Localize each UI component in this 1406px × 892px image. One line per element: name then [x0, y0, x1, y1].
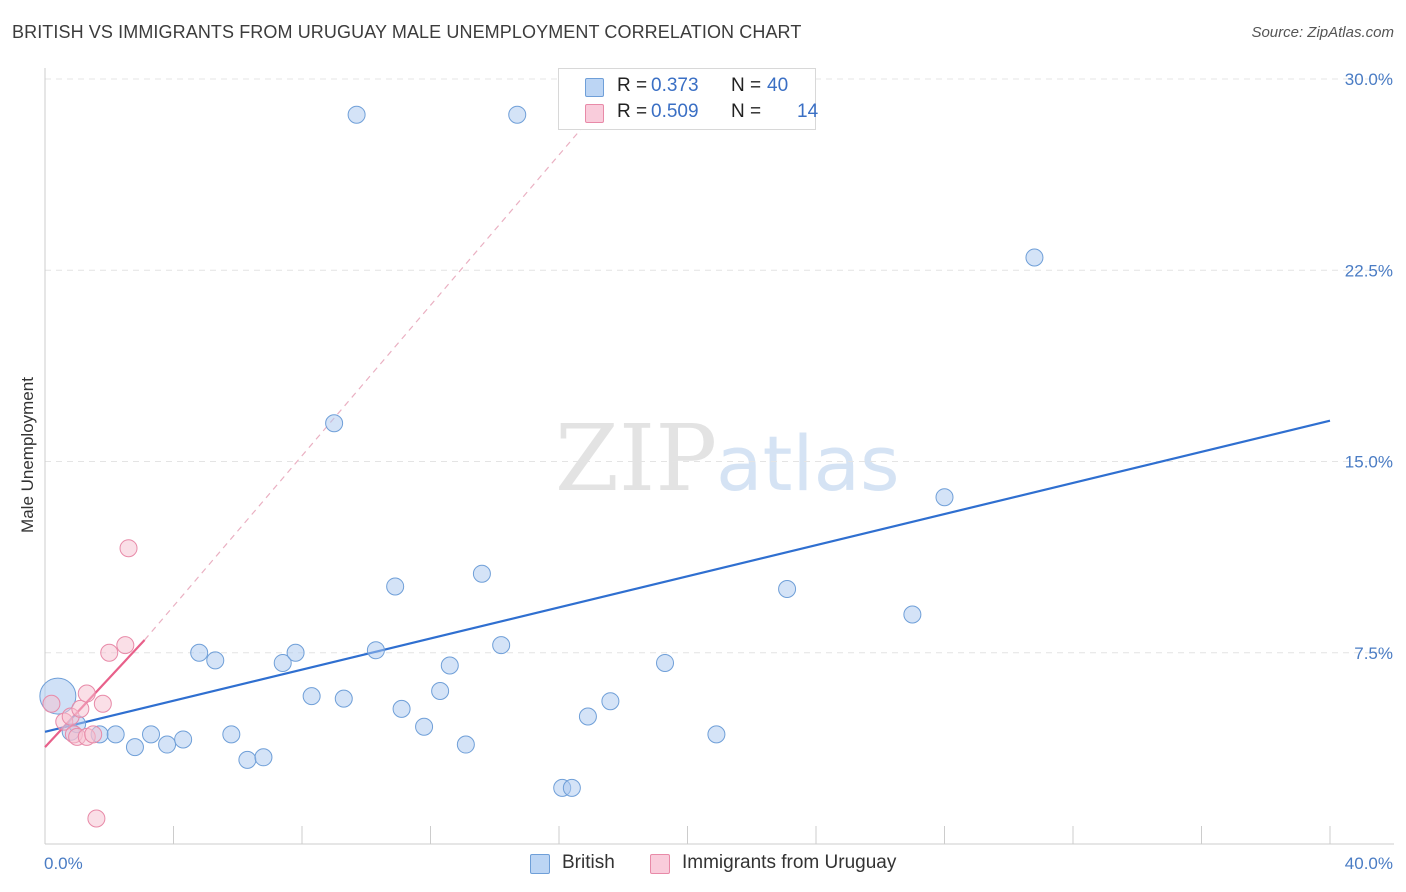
- british-point: [286, 643, 305, 662]
- uruguay-r-value: 0.509: [651, 101, 699, 122]
- uruguay-point: [84, 725, 103, 744]
- british-point: [206, 651, 225, 670]
- r-label: R =: [617, 75, 648, 96]
- british-point: [903, 605, 922, 624]
- british-point: [656, 653, 675, 672]
- british-point: [325, 414, 344, 433]
- y-tick-label: 15.0%: [1345, 453, 1393, 472]
- british-point: [508, 105, 527, 124]
- uruguay-swatch: [585, 104, 604, 123]
- uruguay-legend-swatch: [650, 854, 670, 874]
- british-swatch: [585, 78, 604, 97]
- british-point: [778, 580, 797, 598]
- uruguay-n-value: 14: [797, 101, 819, 122]
- british-point: [386, 577, 405, 596]
- tick-labels: 7.5% 15.0% 22.5% 30.0% 0.0% 40.0%: [44, 70, 1393, 873]
- x-tick-label-min: 0.0%: [44, 854, 83, 873]
- uruguay-point: [93, 694, 112, 713]
- stats-legend: R = 0.373 N = 40 R = 0.509 N = 14: [558, 68, 819, 130]
- british-trendline: [44, 419, 1331, 733]
- uruguay-point: [116, 636, 135, 655]
- british-point: [334, 689, 353, 708]
- uruguay-point: [87, 809, 106, 828]
- n-label: N =: [731, 75, 762, 96]
- british-point: [302, 687, 321, 706]
- uruguay-legend-label: Immigrants from Uruguay: [682, 852, 897, 873]
- british-point: [254, 748, 273, 767]
- british-point: [366, 641, 385, 660]
- british-point: [456, 735, 475, 754]
- y-tick-label: 7.5%: [1354, 644, 1393, 663]
- british-point: [347, 105, 366, 124]
- y-tick-label: 30.0%: [1345, 70, 1393, 89]
- british-r-value: 0.373: [651, 75, 699, 96]
- british-point: [273, 653, 292, 672]
- uruguay-point: [71, 699, 90, 718]
- british-n-value: 40: [767, 75, 789, 96]
- y-tick-label: 22.5%: [1345, 261, 1393, 280]
- british-point: [707, 725, 726, 744]
- uruguay-trendline-extension: [144, 116, 592, 641]
- british-point: [142, 725, 161, 744]
- british-point: [106, 725, 125, 744]
- british-point: [174, 730, 193, 749]
- chart-source: Source: ZipAtlas.com: [1251, 24, 1394, 41]
- data-points: [39, 105, 1044, 828]
- x-tick-label-max: 40.0%: [1345, 854, 1393, 873]
- british-point: [392, 699, 411, 718]
- british-legend-swatch: [530, 854, 550, 874]
- british-legend-label: British: [562, 852, 615, 873]
- british-point: [431, 682, 450, 700]
- uruguay-point: [100, 643, 119, 662]
- british-point: [238, 750, 257, 769]
- uruguay-point: [77, 684, 96, 703]
- british-point: [472, 564, 491, 583]
- british-point: [190, 643, 209, 662]
- british-point: [158, 735, 177, 754]
- watermark-atlas: atlas: [716, 419, 900, 508]
- watermark-zip: ZIP: [555, 405, 717, 512]
- british-point: [578, 707, 597, 726]
- series-legend: British Immigrants from Uruguay: [0, 852, 1406, 878]
- british-point: [222, 725, 241, 744]
- british-point: [935, 488, 954, 507]
- british-point: [125, 738, 144, 757]
- british-point: [601, 692, 620, 711]
- gridlines: [45, 78, 1392, 654]
- british-point: [562, 778, 581, 797]
- axes: [44, 68, 1394, 845]
- uruguay-point: [119, 539, 138, 558]
- british-point: [415, 717, 434, 736]
- british-point: [1025, 248, 1044, 267]
- r-label: R =: [617, 101, 648, 122]
- british-point: [492, 636, 511, 655]
- chart-title: BRITISH VS IMMIGRANTS FROM URUGUAY MALE …: [12, 22, 802, 42]
- uruguay-point: [42, 694, 61, 713]
- british-point: [440, 656, 459, 675]
- n-label: N =: [731, 101, 762, 122]
